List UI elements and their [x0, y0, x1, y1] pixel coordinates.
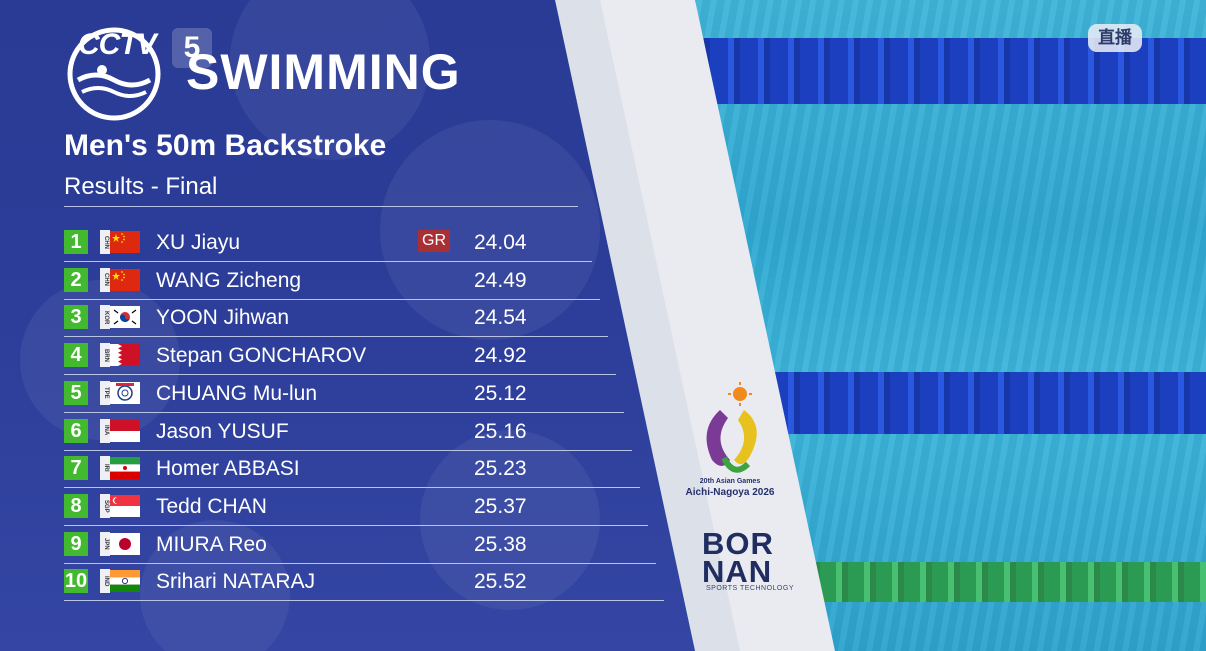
noc-code: INA: [100, 418, 110, 443]
rank-badge: 3: [64, 305, 88, 330]
divider: [64, 600, 664, 602]
noc-code: IRI: [100, 456, 110, 481]
noc-code: IND: [100, 569, 110, 594]
result-row: 10 IND Srihari NATARAJ 25.52: [0, 563, 700, 602]
noc-code: CHN: [100, 230, 110, 254]
noc-code: CHN: [100, 267, 110, 292]
games-host: Aichi-Nagoya 2026: [685, 487, 775, 498]
event-title: Men's 50m Backstroke: [64, 129, 387, 162]
rank-badge: 8: [64, 493, 88, 518]
result-time: 24.49: [474, 268, 527, 292]
athlete-name: Homer ABBASI: [156, 457, 300, 481]
result-time: 24.04: [474, 231, 527, 254]
athlete-name: WANG Zicheng: [156, 268, 302, 292]
noc-code: SGP: [100, 493, 110, 518]
rank-badge: 4: [64, 343, 88, 368]
result-time: 25.12: [474, 381, 527, 405]
record-badge: GR: [418, 230, 450, 252]
rank-badge: 6: [64, 418, 88, 443]
asian-games-logo-icon: [706, 382, 757, 473]
athlete-name: CHUANG Mu-lun: [156, 381, 318, 405]
result-time: 25.16: [474, 419, 527, 443]
noc-code: JPN: [100, 531, 110, 556]
athlete-name: MIURA Reo: [156, 532, 267, 556]
divider: [64, 261, 592, 262]
result-row: 2 CHN WANG Zicheng 24.49: [0, 262, 700, 300]
athlete-name: XU Jiayu: [156, 231, 241, 254]
rank-badge: 5: [64, 380, 88, 405]
result-time: 24.92: [474, 344, 527, 368]
result-time: 25.23: [474, 457, 527, 481]
divider: [64, 374, 616, 376]
event-subtitle: Results - Final: [64, 173, 218, 200]
flag-icon: [110, 381, 140, 404]
live-badge: 直播: [1088, 24, 1142, 52]
athlete-name: YOON Jihwan: [156, 306, 290, 330]
flag-icon: [110, 457, 140, 480]
result-row: 7 IRI Homer ABBASI 25.23: [0, 450, 700, 489]
result-time: 24.54: [474, 306, 527, 330]
rank-badge: 10: [64, 569, 88, 594]
cctv-swimming-logo-icon: [67, 27, 161, 121]
result-time: 25.38: [474, 532, 527, 556]
athlete-name: Jason YUSUF: [156, 419, 289, 443]
flag-icon: [110, 268, 140, 291]
noc-code: KOR: [100, 305, 110, 330]
result-row: 8 SGP Tedd CHAN 25.37: [0, 488, 700, 526]
rank-badge: 7: [64, 456, 88, 481]
divider: [64, 206, 578, 207]
result-row: 6 INA Jason YUSUF 25.16: [0, 413, 700, 451]
result-row: 1 CHN XU Jiayu GR 24.04: [0, 224, 700, 262]
flag-icon: [110, 494, 140, 517]
flag-icon: [110, 344, 140, 367]
flag-icon: [110, 570, 140, 593]
divider: [64, 487, 640, 489]
games-name: 20th Asian Games: [699, 478, 761, 485]
rank-badge: 2: [64, 267, 88, 292]
rank-badge: 9: [64, 531, 88, 556]
divider: [64, 298, 600, 300]
sponsor-line: BOR: [702, 526, 774, 561]
result-row: 5 TPE CHUANG Mu-lun 25.12: [0, 375, 700, 413]
divider: [64, 336, 608, 338]
flag-icon: [110, 231, 140, 253]
divider: [64, 411, 624, 413]
athlete-name: Stepan GONCHAROV: [156, 344, 367, 368]
result-row: 4 BRN Stepan GONCHAROV 24.92: [0, 337, 700, 376]
result-time: 25.52: [474, 570, 527, 594]
channel-logo-text: CCTV: [78, 28, 157, 61]
flag-icon: [110, 532, 140, 555]
result-row: 3 KOR YOON Jihwan 24.54: [0, 299, 700, 338]
channel-number: 5: [172, 28, 212, 68]
divider: [64, 524, 648, 526]
sponsor-tagline: SPORTS TECHNOLOGY: [706, 585, 794, 592]
result-row: 9 JPN MIURA Reo 25.38: [0, 526, 700, 564]
divider: [64, 562, 656, 564]
flag-icon: [110, 306, 140, 329]
sponsor-line: NAN: [702, 554, 773, 589]
rank-badge: 1: [64, 230, 88, 254]
result-time: 25.37: [474, 494, 527, 518]
flag-icon: [110, 419, 140, 442]
sport-title: SWIMMING: [186, 44, 461, 100]
noc-code: BRN: [100, 343, 110, 368]
divider: [64, 449, 632, 451]
athlete-name: Tedd CHAN: [156, 494, 267, 518]
timing-sponsor-logo: BOR NAN: [702, 526, 774, 589]
noc-code: TPE: [100, 380, 110, 405]
athlete-name: Srihari NATARAJ: [156, 570, 316, 594]
